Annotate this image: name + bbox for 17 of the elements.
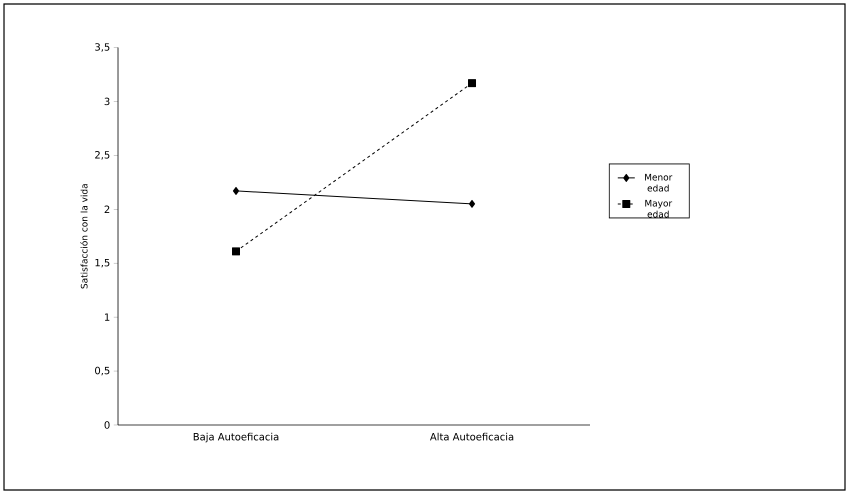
y-tick-label: 3 [104,98,110,106]
x-tick-label: Alta Autoeficacia [430,432,514,440]
y-tick-label: 2 [104,206,110,213]
y-tick-label: 1,5 [95,258,110,268]
y-tick-label: 2,5 [95,151,110,160]
y-tick-label: 3,5 [95,43,110,52]
y-tick-label: 1 [104,313,110,321]
point [232,247,240,256]
y-tick-label: 0 [104,421,110,429]
x-tick-label: Baja Autoeficacia [194,432,278,442]
legend-label: Mayor edad [645,200,672,218]
point [468,200,476,208]
point [468,79,476,88]
legend-label: Menor edad [645,174,672,192]
y-axis-title: Satisfacción con la vida [80,184,88,288]
point [232,186,240,195]
y-tick-label: 0,5 [95,366,110,376]
